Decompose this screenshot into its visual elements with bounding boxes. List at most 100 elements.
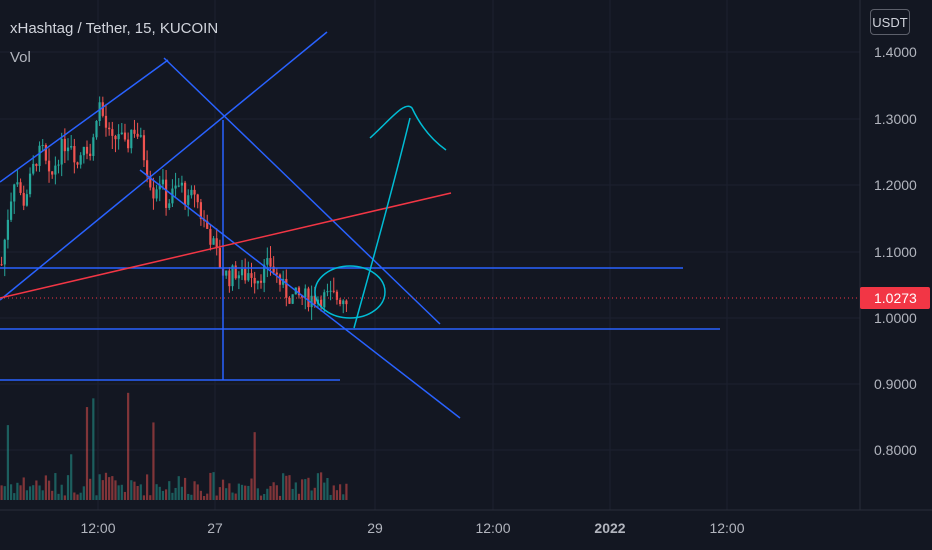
volume-bar: [35, 480, 38, 500]
candle-body: [123, 132, 127, 140]
candle-body: [212, 238, 215, 245]
channel-top-right-line: [163, 57, 441, 325]
candle-body: [104, 115, 108, 128]
volume-bar: [225, 488, 228, 500]
candle-body: [120, 132, 123, 135]
candle-body: [139, 135, 142, 137]
volume-bar: [187, 493, 190, 500]
y-tick-label: 1.0000: [874, 310, 917, 326]
candle-body: [152, 187, 155, 199]
candle-body: [250, 273, 253, 278]
candle-body: [180, 182, 184, 186]
projection-arrow-path: [353, 117, 411, 329]
candle-body: [16, 182, 19, 185]
candle-body: [155, 189, 158, 199]
volume-bar: [215, 495, 218, 500]
channel-upper-line: [0, 59, 169, 183]
candle-body: [332, 290, 335, 292]
candle-body: [76, 162, 79, 165]
volume-bar: [263, 493, 266, 500]
candle-body: [190, 189, 193, 196]
currency-button[interactable]: USDT: [870, 9, 910, 35]
volume-bar: [320, 472, 323, 500]
volume-bar: [323, 482, 326, 500]
volume-bar: [3, 486, 6, 500]
volume-bar: [209, 472, 212, 500]
projection-arrow-head: [369, 105, 447, 151]
volume-bar: [136, 485, 139, 500]
volume-bar: [47, 480, 51, 500]
volume-bar: [291, 488, 294, 500]
volume-bar: [41, 490, 44, 500]
candle-body: [174, 185, 177, 189]
candle-body: [329, 290, 332, 292]
volume-bar: [164, 489, 168, 500]
candle-body: [285, 278, 288, 298]
candle-body: [272, 266, 275, 273]
volume-bar: [269, 486, 272, 500]
grid-lines: [0, 0, 860, 510]
volume-bar: [247, 485, 250, 500]
candle-body: [60, 138, 63, 165]
candle-body: [237, 275, 240, 279]
candle-body: [206, 220, 209, 229]
last-price-tag: 1.0273: [860, 287, 930, 309]
volume-bar: [326, 477, 329, 500]
candle-body: [114, 135, 117, 140]
candle-body: [9, 201, 13, 220]
volume-bar: [231, 492, 234, 500]
candle-body: [215, 238, 218, 248]
candle-body: [288, 297, 291, 304]
candle-body: [338, 299, 342, 305]
y-tick-label: 1.3000: [874, 111, 917, 127]
volume-bar: [259, 495, 263, 500]
volume-bar: [108, 477, 111, 500]
candle-body: [82, 146, 85, 156]
candle-body: [199, 202, 202, 219]
volume-bar: [66, 475, 70, 500]
candle-body: [38, 145, 41, 166]
candle-body: [335, 291, 339, 300]
volume-bar: [13, 493, 16, 500]
x-tick-label: 12:00: [709, 520, 744, 536]
candle-body: [187, 195, 190, 205]
volume-bar: [228, 483, 231, 500]
y-tick-label: 1.1000: [874, 244, 917, 260]
volume-bar: [180, 486, 184, 500]
volume-bar: [6, 425, 10, 500]
volume-bar: [278, 495, 282, 500]
candle-body: [177, 185, 180, 187]
y-tick-label: 0.9000: [874, 376, 917, 392]
volume-bar: [28, 486, 32, 500]
candle-body: [231, 265, 234, 287]
y-tick-label: 0.8000: [874, 442, 917, 458]
y-tick-label: 1.4000: [874, 44, 917, 60]
candle-body: [342, 300, 345, 305]
candle-body: [101, 102, 104, 116]
volume-bar: [329, 494, 332, 500]
candle-body: [41, 145, 44, 147]
red-trendline: [0, 192, 452, 299]
volume-bars: [0, 392, 348, 500]
volume-bar: [301, 479, 304, 500]
volume-bar: [206, 493, 209, 500]
volume-bar: [307, 477, 310, 500]
volume-bar: [342, 494, 345, 500]
x-tick-label: 2022: [594, 520, 625, 536]
volume-bar: [174, 487, 177, 500]
volume-bar: [130, 480, 133, 500]
volume-bar: [44, 475, 47, 500]
candle-body: [25, 194, 28, 206]
candle-body: [79, 155, 82, 165]
volume-bar: [117, 485, 120, 500]
last-price-label: 1.0273: [874, 290, 917, 306]
volume-bar: [313, 487, 316, 500]
candle-body: [164, 179, 168, 208]
candle-body: [244, 268, 247, 281]
candle-body: [168, 203, 171, 208]
candle-body: [278, 274, 282, 285]
candle-body: [263, 264, 266, 283]
candle-body: [275, 272, 278, 275]
price-axis[interactable]: 1.4000 1.3000 1.2000 1.1000 1.0000 0.9000 0.80…: [0, 0, 932, 536]
